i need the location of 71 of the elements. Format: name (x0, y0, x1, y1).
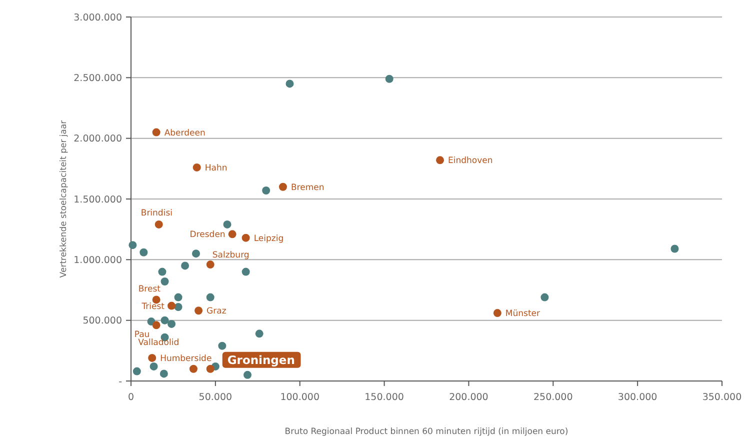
x-tick-label: 300.000 (618, 392, 658, 403)
y-tick-label: 1.500.000 (74, 194, 122, 206)
x-tick-label: 250.000 (533, 392, 573, 403)
point (154, 220, 163, 228)
y-tick-label: 2.500.000 (74, 72, 122, 84)
point (150, 362, 158, 370)
point (174, 293, 182, 302)
point (206, 260, 214, 269)
point (385, 74, 394, 83)
point (148, 354, 156, 362)
point (540, 293, 549, 302)
point (140, 248, 148, 256)
annotation: Brest (138, 284, 162, 295)
y-axis-title: Vertrekkende stoelcapaciteit per jaar (59, 120, 69, 278)
x-tick-label: 50.000 (198, 392, 232, 403)
annotation: Humberside (160, 354, 212, 364)
point (194, 306, 203, 315)
annotation: Hahn (204, 163, 228, 174)
point (160, 370, 168, 378)
point (218, 342, 226, 350)
point (228, 230, 236, 238)
point (262, 186, 270, 195)
annotation: Dresden (190, 230, 226, 240)
x-tick-label: 150.000 (364, 392, 404, 403)
point (189, 364, 198, 373)
point (670, 244, 679, 253)
x-tick-label: 100.000 (280, 392, 320, 403)
annotation: Eindhoven (448, 156, 493, 166)
point (223, 220, 232, 228)
annotation: Brindisi (140, 208, 172, 218)
point (278, 182, 287, 191)
point (242, 234, 250, 242)
point (244, 370, 252, 379)
annotation: Leipzig (254, 234, 284, 244)
point (152, 321, 160, 330)
point (160, 278, 169, 286)
annotation: Graz (206, 306, 227, 317)
annotation: Aberdeen (164, 128, 206, 138)
point (158, 268, 166, 276)
point (206, 364, 214, 373)
point (242, 268, 250, 276)
x-axis-title: Bruto Regionaal Product binnen 60 minuten rijtijd (in miljoen euro) (284, 427, 568, 437)
point (168, 320, 176, 328)
point (436, 156, 444, 164)
annotation: Bremen (290, 182, 324, 193)
y-tick-label: 500.000 (82, 316, 122, 327)
y-tick-label: 3.000.000 (74, 12, 122, 24)
point (493, 309, 502, 318)
annotation: Groningen (227, 352, 295, 367)
x-tick-label: 200.000 (449, 392, 488, 403)
point (255, 330, 264, 338)
annotation: Salzburg (212, 250, 250, 261)
point (192, 163, 201, 172)
annotation: Valladolid (138, 338, 180, 348)
annotation: Münster (505, 309, 541, 320)
x-tick-label: 350.000 (702, 392, 742, 403)
point (192, 250, 200, 258)
point (132, 367, 141, 376)
x-tick-label: 0 (128, 392, 134, 403)
y-tick-label: 2.000.000 (74, 134, 122, 145)
point (174, 302, 182, 311)
y-tick-label: 1.000.000 (74, 254, 122, 266)
annotation: Triest (140, 302, 166, 312)
point (286, 80, 294, 88)
point (181, 262, 190, 270)
point (206, 293, 214, 302)
y-tick-label: - (118, 376, 122, 388)
point (168, 302, 176, 310)
point (128, 241, 137, 250)
point (152, 128, 160, 136)
point (160, 316, 169, 324)
